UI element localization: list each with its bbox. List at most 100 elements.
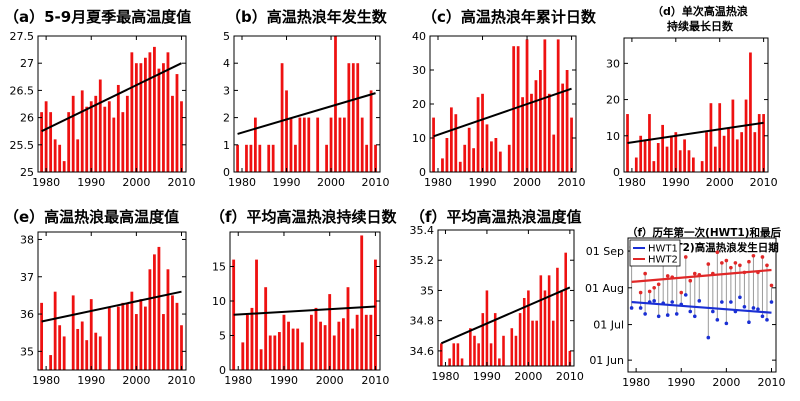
- xtick-label-d-1: 1990: [662, 176, 690, 189]
- legend-label-hwt2: HWT2: [648, 255, 678, 266]
- bar-f2-2006: [551, 320, 555, 366]
- bar-a-1980: [44, 101, 48, 172]
- ytick-label-g-1: 01 Jul: [593, 319, 624, 332]
- ytick-label-f2-4: 35.4: [410, 224, 435, 237]
- bar-d-1988: [665, 146, 669, 172]
- plot-frame-f2: [437, 229, 575, 367]
- bar-d-2010: [762, 114, 765, 172]
- bar-f2-2010: [568, 350, 572, 366]
- trend-line-e: [41, 290, 182, 323]
- bar-a-1996: [116, 84, 120, 172]
- bar-a-2001: [139, 63, 143, 173]
- ytick-label-d-0: 0: [613, 166, 620, 179]
- bar-a-2005: [157, 68, 161, 172]
- trend-line-d: [627, 121, 764, 145]
- bar-f2-1989: [481, 313, 485, 366]
- bar-f1-1990: [282, 314, 286, 370]
- panel-d-title: （d）单次高温热浪 持续最长日数: [630, 4, 770, 34]
- legend-label-hwt1: HWT1: [648, 244, 678, 255]
- bar-d-1987: [661, 124, 664, 172]
- panel-f1-title: （f）平均高温热浪持续日数: [210, 208, 397, 226]
- point-hwt2-2005: [747, 259, 751, 264]
- point-hwt2-1992: [688, 278, 693, 283]
- xtick-label-c-0: 1980: [424, 176, 452, 189]
- bar-e-1987: [76, 328, 80, 370]
- bar-d-1983: [643, 139, 647, 172]
- bar-e-1991: [94, 332, 98, 370]
- bar-f1-1998: [319, 321, 322, 370]
- bar-d-1996: [700, 161, 704, 172]
- bar-a-2003: [148, 52, 152, 172]
- bar-b-1989: [280, 63, 284, 173]
- ytick-label-g-3: 01 Sep: [586, 245, 624, 258]
- ytick-label-g-0: 01 Jun: [589, 354, 624, 367]
- bar-f1-2010: [374, 259, 377, 370]
- point-hwt1-1988: [670, 300, 675, 304]
- bar-b-2008: [365, 144, 369, 172]
- ytick-label-f1-2: 10: [212, 295, 226, 308]
- bar-a-1990: [89, 101, 93, 172]
- bar-b-1981: [245, 144, 248, 172]
- ytick-label-c-1: 10: [412, 132, 426, 145]
- bar-c-2003: [539, 70, 542, 172]
- bar-f1-2002: [337, 321, 341, 370]
- bar-e-1981: [49, 355, 53, 370]
- bar-a-1982: [53, 139, 57, 172]
- point-hwt1-1992: [688, 309, 693, 314]
- bar-c-2001: [530, 93, 533, 172]
- bar-d-1998: [709, 103, 713, 172]
- bar-f1-2005: [351, 328, 354, 370]
- bar-f1-2001: [332, 335, 336, 370]
- ytick-label-b-4: 4: [223, 57, 230, 70]
- bar-e-2003: [148, 269, 152, 370]
- point-hwt1-1999: [720, 300, 724, 304]
- panel-d-title-line-2: 持续最长日数: [667, 20, 733, 33]
- bar-a-2002: [143, 57, 147, 173]
- trend-line-f2: [440, 286, 571, 345]
- panel-c: （c）高温热浪年累计日数 0 10 20 30 40 1980 1990 2000 2010: [400, 0, 600, 200]
- bar-f2-1997: [514, 335, 518, 366]
- bar-f2-1981: [448, 358, 451, 366]
- bar-e-2009: [175, 302, 179, 370]
- ytick-label-a-0: 25: [20, 166, 34, 179]
- bar-d-1984: [648, 114, 651, 172]
- bar-a-2004: [153, 46, 156, 172]
- bar-a-1998: [125, 95, 129, 172]
- xtick-label-a-2: 2000: [122, 176, 150, 189]
- bar-c-2006: [552, 134, 556, 172]
- bar-b-1993: [298, 117, 302, 172]
- point-hwt1-1991: [683, 293, 688, 297]
- xtick-label-b-0: 1980: [228, 176, 256, 189]
- bar-d-2002: [727, 128, 730, 172]
- point-hwt1-1979: [629, 306, 634, 310]
- panel-g: （f）历年第一次(HWT1)和最后 一次(HWT2)高温热浪发生日期 01 Ju…: [585, 200, 800, 401]
- bar-d-2005: [740, 132, 744, 172]
- trend-line-f1: [233, 305, 376, 316]
- ytick-label-d-1: 10: [606, 130, 620, 143]
- ytick-label-c-0: 0: [419, 166, 426, 179]
- bar-c-1986: [463, 144, 467, 172]
- bar-b-1983: [253, 117, 257, 172]
- ytick-label-a-1: 25.5: [10, 139, 35, 152]
- panel-e-chart: 35 36 37 38 1980 1990 2000 2010: [20, 231, 195, 387]
- xtick-label-d-2: 2000: [706, 176, 734, 189]
- bar-f2-1999: [522, 298, 526, 366]
- bar-b-1999: [325, 144, 328, 172]
- bar-d-2000: [718, 103, 722, 172]
- ytick-label-g-2: 01 Aug: [585, 282, 624, 295]
- point-hwt1-1987: [665, 313, 670, 317]
- bar-f2-1992: [493, 313, 497, 366]
- point-hwt2-1983: [647, 289, 652, 294]
- point-hwt1-2001: [729, 300, 733, 304]
- ytick-label-e-0: 35: [20, 345, 34, 358]
- point-hwt2-1984: [652, 286, 656, 290]
- panel-f2-title: （f）平均高温热浪温度值: [410, 208, 582, 226]
- point-hwt1-1997: [711, 309, 715, 314]
- panel-c-chart: 0 10 20 30 40 1980 1990 2000 2010: [412, 30, 586, 189]
- bar-c-1987: [467, 127, 471, 172]
- bar-f1-1991: [287, 321, 290, 370]
- panel-a-chart: 25 25.5 26 26.5 27 27.5 1980 1990 2000 2010: [10, 30, 196, 189]
- bar-c-1982: [445, 138, 449, 172]
- point-hwt1-2003: [738, 295, 742, 300]
- panel-f1: （f）平均高温热浪持续日数 0 5 10 15 1980 1990 2000 2010: [200, 200, 400, 401]
